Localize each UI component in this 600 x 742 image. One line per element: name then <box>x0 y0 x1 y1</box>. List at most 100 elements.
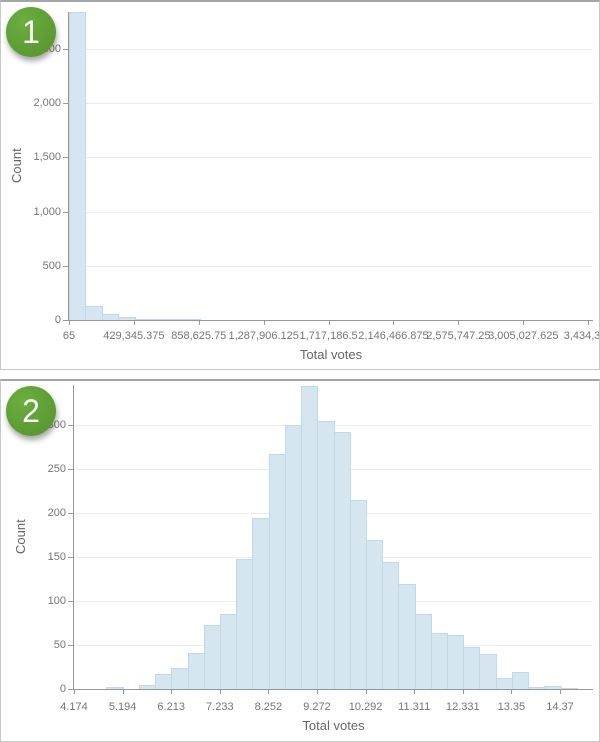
x-tick-label: 12.331 <box>445 701 480 713</box>
x-tick-label: 2,146,466.875 <box>358 330 429 342</box>
y-axis-line <box>68 12 69 320</box>
y-gridline <box>69 49 593 51</box>
x-axis-tick <box>588 320 590 325</box>
x-axis-tick <box>393 320 395 325</box>
x-tick-label: 7.233 <box>206 701 234 713</box>
step-1-badge: 1 <box>6 7 56 57</box>
y-axis-tick <box>68 469 74 471</box>
histogram-bar[interactable] <box>511 672 530 689</box>
histogram-bar[interactable] <box>85 306 103 320</box>
y-tick-label: 0 <box>59 683 66 695</box>
histogram-bar[interactable] <box>414 614 432 689</box>
x-tick-label: 6.213 <box>157 701 185 713</box>
y-axis-tick <box>63 211 69 213</box>
histogram-bar[interactable] <box>268 454 286 689</box>
x-axis-tick <box>328 320 330 325</box>
y-tick-label: 150 <box>47 551 66 564</box>
x-axis-tick <box>171 689 173 694</box>
histogram-bar[interactable] <box>447 635 465 689</box>
histogram-bar[interactable] <box>349 500 367 689</box>
y-gridline <box>69 157 593 159</box>
x-tick-label: 1,287,906.125 <box>228 330 299 342</box>
x-axis-tick <box>268 689 270 694</box>
histogram-bar[interactable] <box>183 319 201 320</box>
x-tick-label: 3,005,027.625 <box>488 330 559 342</box>
x-tick-label: 8.252 <box>254 701 283 713</box>
x-axis-tick <box>414 689 416 694</box>
y-tick-label: 200 <box>47 507 66 520</box>
x-tick-label: 4.174 <box>60 701 88 713</box>
histogram-bar[interactable] <box>203 625 221 689</box>
histogram-bar[interactable] <box>118 317 136 320</box>
y-tick-label: 1,500 <box>33 151 61 164</box>
x-tick-label: 10.292 <box>348 701 383 713</box>
histogram-bar[interactable] <box>187 653 205 689</box>
x-tick-label: 2,575,747.25 <box>426 330 491 342</box>
x-tick-label: 3,434,308 <box>563 330 600 342</box>
x-axis-tick <box>523 320 525 325</box>
x-tick-label: 5.194 <box>108 701 137 713</box>
y-axis-tick <box>63 265 69 267</box>
y-axis-tick <box>68 425 74 427</box>
plot-area <box>73 385 593 690</box>
histogram-bar[interactable] <box>69 12 87 320</box>
histogram-bar[interactable] <box>106 687 124 689</box>
y-gridline <box>69 103 593 105</box>
x-axis-tick <box>458 320 460 325</box>
histogram-bar[interactable] <box>463 647 481 689</box>
x-tick-label: 429,345.375 <box>103 330 165 342</box>
x-axis-tick <box>462 689 464 694</box>
y-axis-tick <box>68 557 74 559</box>
y-tick-label: 250 <box>47 463 66 476</box>
histogram-bar[interactable] <box>479 654 497 689</box>
x-axis-tick <box>263 320 265 325</box>
step-2-badge: 2 <box>6 386 56 436</box>
histogram-bar[interactable] <box>560 688 578 689</box>
y-tick-label: 100 <box>47 595 66 608</box>
histogram-bar[interactable] <box>236 559 254 689</box>
y-axis-tick <box>68 513 74 515</box>
y-axis-tick <box>63 103 69 105</box>
histogram-bar[interactable] <box>430 633 449 689</box>
histogram-bar[interactable] <box>365 540 384 689</box>
histogram-bar[interactable] <box>219 614 238 689</box>
x-tick-label: 13.35 <box>497 701 526 713</box>
y-axis-tick <box>68 601 74 603</box>
x-axis-tick <box>365 689 367 694</box>
histogram-bar[interactable] <box>301 386 319 689</box>
x-axis-tick <box>69 320 70 325</box>
histogram-bar[interactable] <box>495 678 513 689</box>
y-tick-label: 0 <box>54 314 61 326</box>
x-axis-line <box>74 689 593 690</box>
histogram-bar[interactable] <box>317 421 335 689</box>
y-axis-line <box>73 385 74 689</box>
y-tick-label: 500 <box>42 259 61 272</box>
x-axis-tick <box>122 689 124 694</box>
y-axis-tick <box>63 49 69 51</box>
histogram-bar[interactable] <box>544 686 562 689</box>
y-gridline <box>69 265 593 267</box>
x-tick-label: 11.311 <box>398 701 431 713</box>
y-axis-title: Count <box>9 148 24 184</box>
x-axis-line <box>69 320 593 321</box>
histogram-bar[interactable] <box>333 432 351 689</box>
histogram-bar[interactable] <box>284 425 303 689</box>
x-axis-tick <box>198 320 200 325</box>
histogram-bar[interactable] <box>382 562 400 689</box>
y-axis-tick <box>63 320 69 321</box>
histogram-bar[interactable] <box>171 668 189 689</box>
x-axis-tick <box>219 689 221 694</box>
x-axis-title: Total votes <box>299 347 363 362</box>
y-tick-label: 2,000 <box>33 97 61 110</box>
x-axis-tick <box>511 689 513 694</box>
histogram-panel-1: 1 Count Total votes 0 500 1,000 1,500 2,000 2… <box>0 0 600 370</box>
histogram-bar[interactable] <box>398 584 416 689</box>
x-axis-tick <box>133 320 135 325</box>
x-tick-label: 858,625.75 <box>171 330 227 342</box>
x-tick-label: 1,717,186.5 <box>299 330 358 342</box>
plot-area <box>68 12 593 321</box>
histogram-bar[interactable] <box>155 674 173 689</box>
histogram-bar[interactable] <box>252 518 270 689</box>
y-axis-tick <box>63 157 69 159</box>
x-tick-label: 9.272 <box>303 701 331 713</box>
